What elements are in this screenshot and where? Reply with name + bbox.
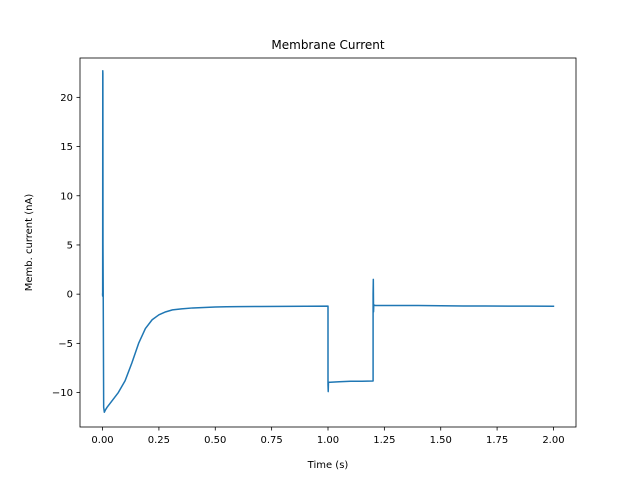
axes-frame [79,57,577,428]
x-tick-label: 0.50 [204,435,226,446]
x-tick-label: 0.75 [261,435,283,446]
x-tick-label: 1.00 [317,435,339,446]
x-tick-label: 2.00 [542,435,564,446]
y-tick-label: 20 [60,93,73,104]
x-tick-label: 1.75 [486,435,508,446]
series-line [101,70,555,413]
y-axis-ticks: −10 −5 0 5 10 15 20 [52,93,80,399]
x-tick-label: 0.00 [91,435,113,446]
y-tick-label: 5 [67,240,73,251]
y-tick-label: 10 [60,191,73,202]
x-tick-label: 0.25 [148,435,170,446]
y-tick-label: −10 [52,388,73,399]
x-tick-label: 1.50 [430,435,452,446]
x-axis-ticks: 0.00 0.25 0.50 0.75 1.00 1.25 1.50 1.75 2.00 [91,427,565,446]
y-tick-label: −5 [58,339,73,350]
x-tick-label: 1.25 [373,435,395,446]
y-tick-label: 0 [67,290,73,301]
y-axis-label: Memb. current (nA) [24,194,35,292]
y-tick-label: 15 [60,142,73,153]
chart-title: Membrane Current [271,38,384,52]
x-axis-label: Time (s) [307,460,349,471]
